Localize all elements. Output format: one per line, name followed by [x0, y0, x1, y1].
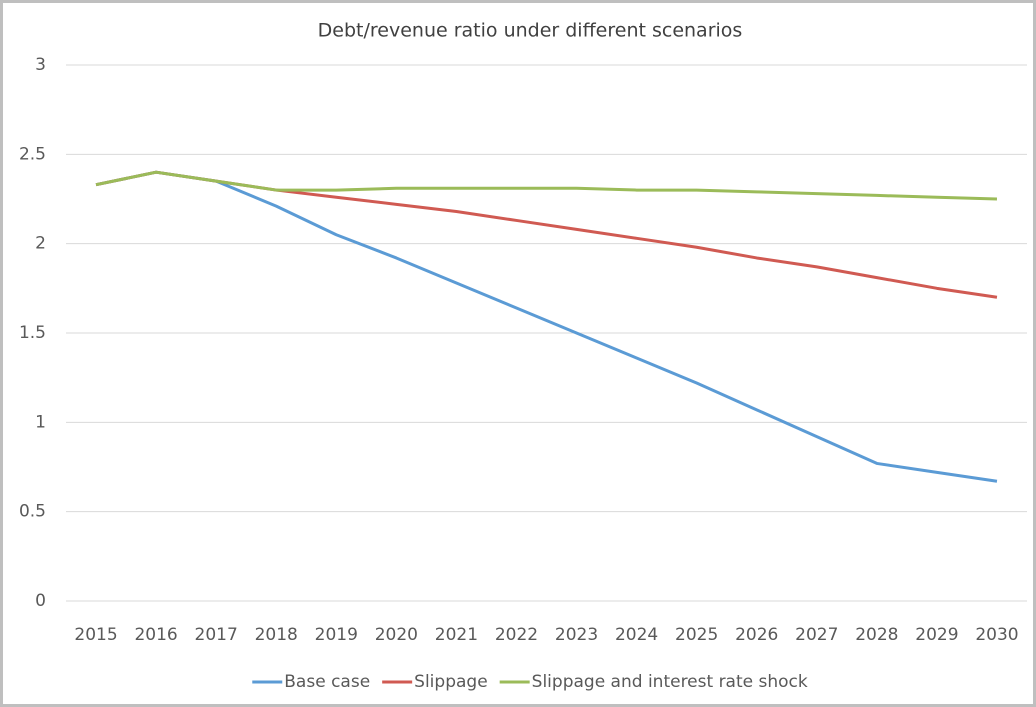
x-tick-label: 2022 [495, 625, 538, 645]
x-tick-label: 2019 [315, 625, 358, 645]
x-tick-label: 2027 [795, 625, 838, 645]
x-tick-label: 2017 [195, 625, 238, 645]
x-tick-label: 2024 [615, 625, 658, 645]
x-tick-label: 2028 [855, 625, 898, 645]
y-tick-label: 1 [35, 412, 46, 432]
legend-label: Slippage and interest rate shock [532, 672, 808, 692]
x-tick-label: 2030 [975, 625, 1018, 645]
legend-label: Base case [284, 672, 370, 692]
x-tick-label: 2025 [675, 625, 718, 645]
x-tick-label: 2023 [555, 625, 598, 645]
x-tick-label: 2020 [375, 625, 418, 645]
series-line [95, 170, 998, 483]
y-tick-label: 2.5 [19, 144, 46, 164]
y-tick-label: 3 [35, 55, 46, 75]
chart-title: Debt/revenue ratio under different scena… [318, 20, 743, 42]
y-tick-label: 0.5 [19, 502, 46, 522]
x-tick-label: 2018 [255, 625, 298, 645]
series-line [95, 170, 998, 201]
legend: Base case Slippage Slippage and interest r… [252, 672, 808, 692]
x-tick-label: 2021 [435, 625, 478, 645]
x-tick-label: 2026 [735, 625, 778, 645]
y-tick-label: 1.5 [19, 323, 46, 343]
y-tick-label: 2 [35, 234, 46, 254]
y-tick-label: 0 [35, 591, 46, 611]
legend-label: Slippage [414, 672, 488, 692]
x-tick-label: 2029 [915, 625, 958, 645]
x-tick-label: 2016 [134, 625, 177, 645]
x-tick-label: 2015 [74, 625, 117, 645]
